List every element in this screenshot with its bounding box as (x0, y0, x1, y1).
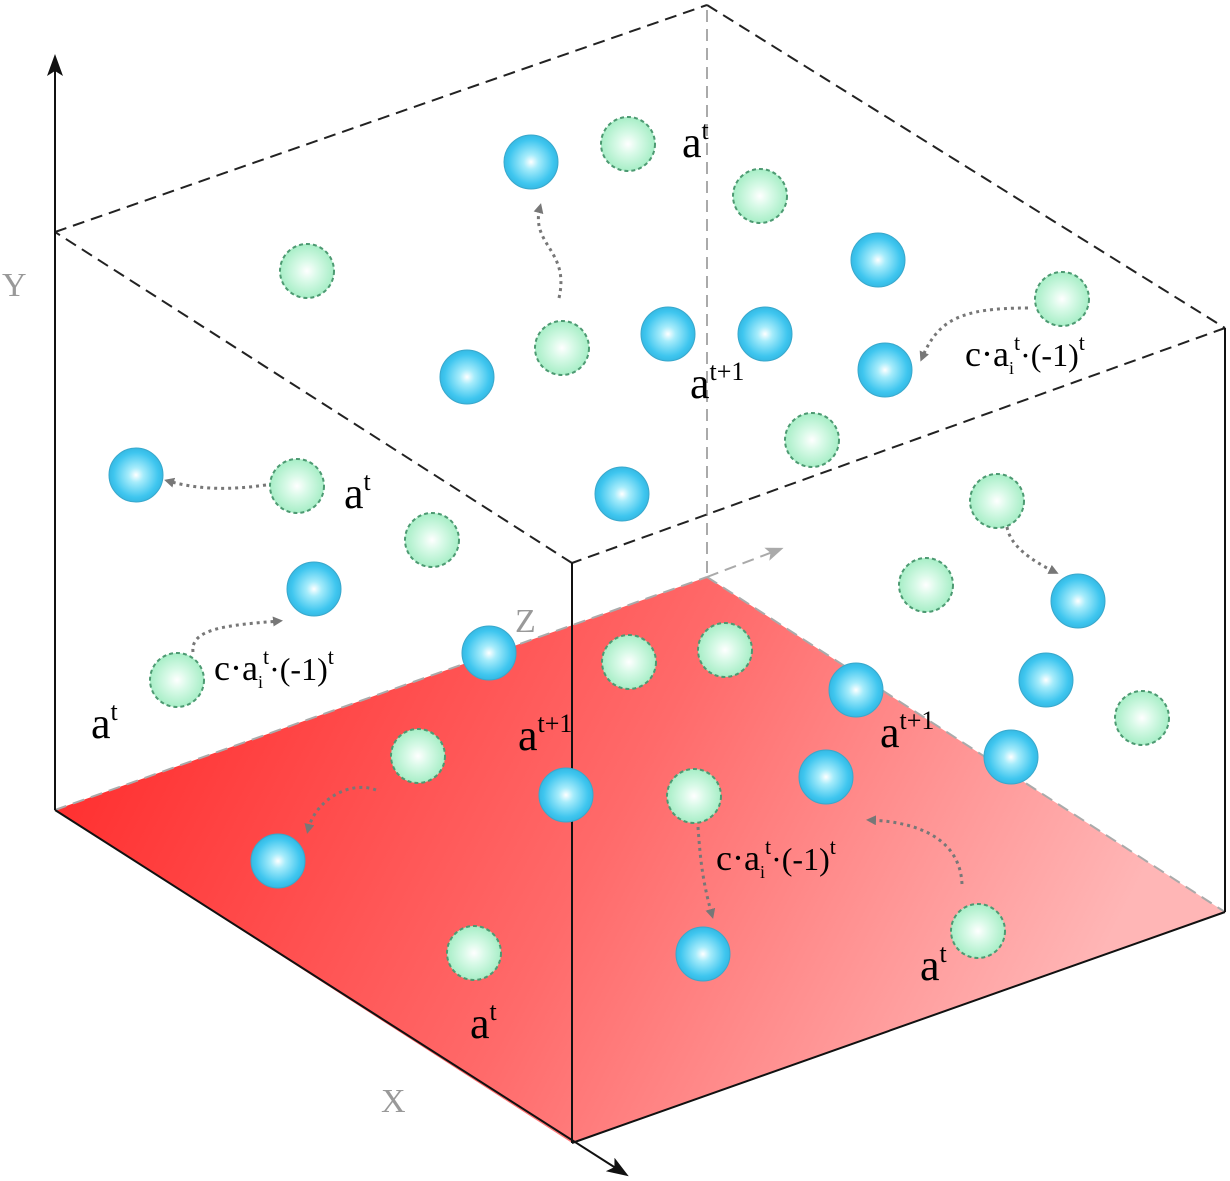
label-at: at (470, 997, 498, 1048)
formula-label: c·ait·(-1)t (965, 330, 1085, 378)
sphere-at (534, 320, 590, 376)
svg-text:at: at (682, 116, 710, 167)
sphere-at1 (675, 926, 731, 982)
svg-text:c·ait·(-1)t: c·ait·(-1)t (965, 330, 1085, 378)
y-axis-label: Y (2, 267, 27, 304)
sphere-at (149, 652, 205, 708)
label-at: at (344, 467, 372, 518)
hidden-edges (54, 10, 1226, 913)
label-at: at (682, 116, 710, 167)
sphere-at (784, 412, 840, 468)
svg-text:at: at (344, 467, 372, 518)
svg-text:at+1: at+1 (690, 357, 744, 408)
formula-label: c·ait·(-1)t (716, 834, 836, 882)
sphere-at1 (828, 662, 884, 718)
sphere-at (269, 458, 325, 514)
sphere-at (404, 512, 460, 568)
sphere-at (666, 768, 722, 824)
sphere-at (1034, 271, 1090, 327)
sphere-at (697, 622, 753, 678)
sphere-at1 (857, 342, 913, 398)
blue-spheres (108, 134, 1106, 982)
sphere-at (969, 473, 1025, 529)
sphere-at (390, 728, 446, 784)
label-at1: at+1 (880, 706, 934, 757)
svg-text:at+1: at+1 (880, 706, 934, 757)
transition-arrows (164, 203, 1059, 919)
sphere-at1 (640, 306, 696, 362)
green-spheres (149, 116, 1170, 981)
sphere-at1 (983, 729, 1039, 785)
label-at: at (920, 939, 948, 990)
sphere-at1 (461, 625, 517, 681)
sphere-at1 (538, 767, 594, 823)
formula-label: c·ait·(-1)t (214, 644, 334, 692)
sphere-at (732, 168, 788, 224)
sphere-at (279, 243, 335, 299)
svg-text:c·ait·(-1)t: c·ait·(-1)t (214, 644, 334, 692)
sphere-at1 (737, 306, 793, 362)
sphere-at (446, 925, 502, 981)
sphere-at (1114, 690, 1170, 746)
sphere-at1 (1018, 652, 1074, 708)
x-axis-label: X (381, 1083, 406, 1120)
label-at: at (91, 697, 119, 748)
svg-text:at+1: at+1 (518, 709, 572, 760)
sphere-at1 (798, 749, 854, 805)
sphere-at1 (250, 833, 306, 889)
svg-text:at: at (91, 697, 119, 748)
floor-plane (55, 577, 1225, 1143)
sphere-at1 (108, 447, 164, 503)
label-at1: at+1 (518, 709, 572, 760)
svg-text:at: at (920, 939, 948, 990)
sphere-at1 (850, 232, 906, 288)
x-axis (54, 809, 629, 1177)
label-at1: at+1 (690, 357, 744, 408)
svg-text:c·ait·(-1)t: c·ait·(-1)t (716, 834, 836, 882)
top-edges (54, 4, 1226, 564)
z-axis-label: Z (515, 603, 536, 640)
sphere-at (600, 116, 656, 172)
sphere-at (950, 903, 1006, 959)
svg-text:at: at (470, 997, 498, 1048)
solid-edges (571, 328, 1226, 1144)
sphere-at1 (1050, 573, 1106, 629)
sphere-at1 (503, 134, 559, 190)
sphere-at (898, 557, 954, 613)
sphere-at1 (439, 349, 495, 405)
sphere-at1 (286, 561, 342, 617)
sphere-at (601, 634, 657, 690)
sphere-at1 (594, 466, 650, 522)
